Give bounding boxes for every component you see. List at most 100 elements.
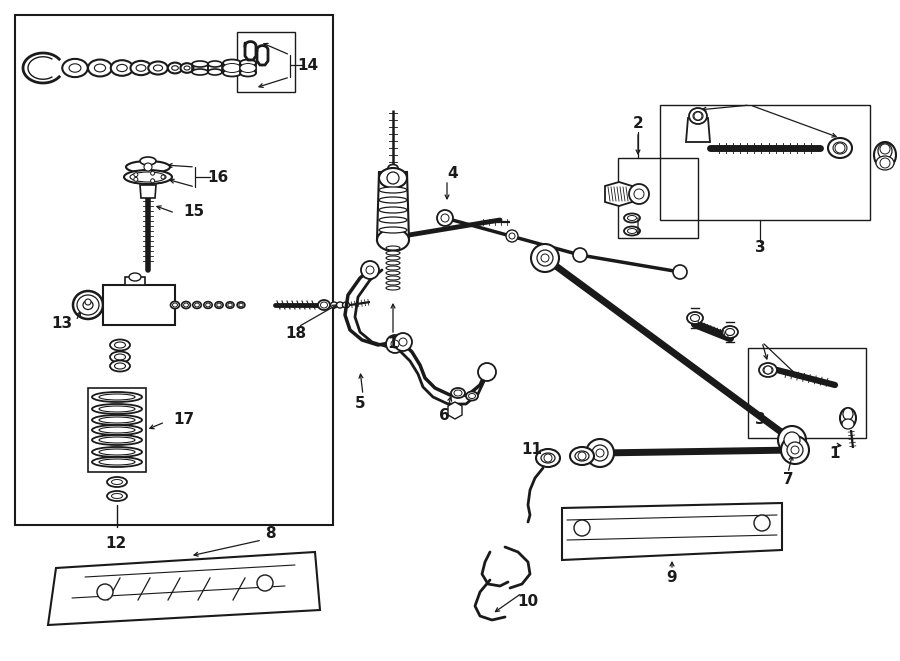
Circle shape: [437, 210, 453, 226]
Ellipse shape: [842, 419, 854, 429]
Ellipse shape: [386, 261, 400, 265]
Ellipse shape: [148, 61, 167, 75]
Polygon shape: [562, 503, 782, 560]
Ellipse shape: [192, 61, 208, 67]
Circle shape: [673, 265, 687, 279]
Text: 18: 18: [285, 325, 307, 340]
Ellipse shape: [92, 425, 142, 435]
Circle shape: [144, 163, 152, 171]
Ellipse shape: [203, 301, 212, 309]
Text: 1: 1: [830, 446, 841, 461]
Ellipse shape: [240, 69, 256, 77]
Circle shape: [787, 442, 803, 458]
Ellipse shape: [92, 435, 142, 445]
Ellipse shape: [237, 302, 245, 308]
Polygon shape: [125, 277, 145, 285]
Circle shape: [541, 254, 549, 262]
Ellipse shape: [92, 404, 142, 414]
Ellipse shape: [454, 390, 462, 396]
Text: 11: 11: [521, 442, 543, 457]
Ellipse shape: [379, 187, 407, 193]
Circle shape: [634, 189, 644, 199]
Circle shape: [134, 173, 138, 176]
Ellipse shape: [99, 394, 135, 400]
Ellipse shape: [99, 417, 135, 423]
Text: 15: 15: [183, 204, 204, 219]
Ellipse shape: [114, 354, 125, 360]
Circle shape: [150, 171, 155, 175]
Ellipse shape: [182, 301, 191, 309]
Ellipse shape: [238, 303, 243, 307]
Circle shape: [880, 158, 890, 168]
Ellipse shape: [215, 301, 223, 308]
Ellipse shape: [722, 326, 738, 338]
Ellipse shape: [130, 172, 166, 182]
Ellipse shape: [386, 271, 400, 275]
Ellipse shape: [110, 360, 130, 371]
Ellipse shape: [184, 303, 188, 307]
Ellipse shape: [320, 302, 328, 308]
Ellipse shape: [343, 302, 349, 308]
Circle shape: [506, 230, 518, 242]
Circle shape: [257, 575, 273, 591]
Circle shape: [835, 143, 845, 153]
Circle shape: [97, 584, 113, 600]
Circle shape: [387, 172, 399, 184]
Ellipse shape: [194, 303, 200, 307]
Ellipse shape: [217, 303, 221, 307]
Text: 8: 8: [265, 527, 275, 541]
Ellipse shape: [73, 291, 103, 319]
Circle shape: [754, 515, 770, 531]
Ellipse shape: [386, 246, 400, 250]
Ellipse shape: [228, 303, 232, 307]
Ellipse shape: [840, 408, 856, 428]
Ellipse shape: [337, 302, 344, 308]
Ellipse shape: [386, 251, 400, 255]
Ellipse shape: [62, 59, 88, 77]
Ellipse shape: [624, 214, 640, 223]
Circle shape: [531, 244, 559, 272]
Circle shape: [764, 366, 772, 374]
Ellipse shape: [112, 494, 122, 498]
Ellipse shape: [386, 266, 400, 270]
Ellipse shape: [99, 437, 135, 443]
Text: 5: 5: [355, 397, 365, 412]
Polygon shape: [48, 552, 320, 625]
Circle shape: [366, 266, 374, 274]
Ellipse shape: [184, 66, 190, 70]
Bar: [88, 388, 146, 472]
Ellipse shape: [114, 363, 125, 369]
Ellipse shape: [192, 69, 208, 75]
Ellipse shape: [114, 342, 125, 348]
Ellipse shape: [107, 477, 127, 487]
Ellipse shape: [690, 315, 699, 321]
Ellipse shape: [167, 63, 182, 73]
Ellipse shape: [124, 170, 172, 184]
Ellipse shape: [379, 207, 407, 213]
Ellipse shape: [223, 69, 241, 77]
Circle shape: [134, 177, 138, 181]
Ellipse shape: [170, 301, 179, 309]
Ellipse shape: [536, 449, 560, 467]
Ellipse shape: [172, 65, 178, 70]
Ellipse shape: [763, 366, 773, 374]
Ellipse shape: [94, 64, 105, 72]
Ellipse shape: [110, 352, 130, 362]
Ellipse shape: [687, 312, 703, 324]
Circle shape: [781, 436, 809, 464]
Ellipse shape: [725, 329, 734, 336]
Circle shape: [386, 335, 404, 353]
Circle shape: [478, 363, 496, 381]
Ellipse shape: [843, 408, 853, 420]
Bar: [660, 105, 870, 220]
Ellipse shape: [206, 303, 211, 307]
Ellipse shape: [88, 59, 112, 77]
Ellipse shape: [377, 229, 409, 251]
Ellipse shape: [99, 449, 135, 455]
Bar: [618, 158, 698, 238]
Ellipse shape: [223, 59, 241, 67]
Text: 9: 9: [667, 570, 678, 586]
Ellipse shape: [92, 415, 142, 425]
Polygon shape: [448, 402, 462, 419]
Ellipse shape: [624, 227, 640, 235]
